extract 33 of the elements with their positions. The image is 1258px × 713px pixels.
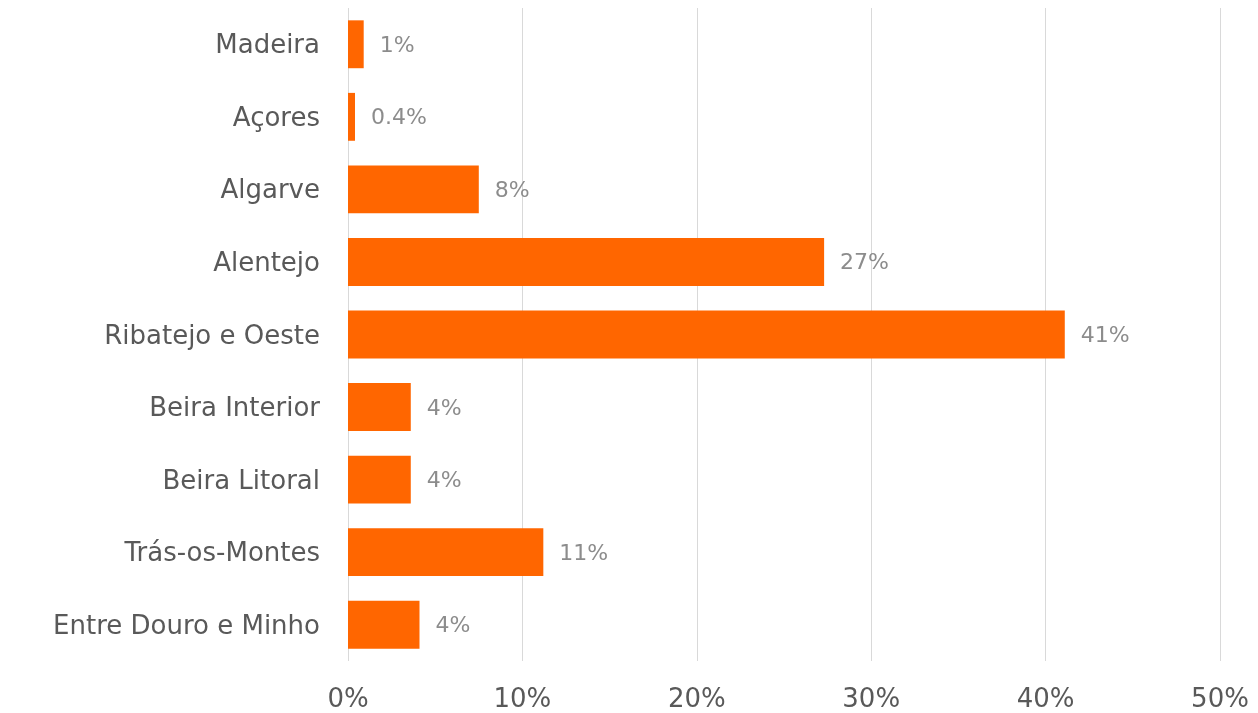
bar [348, 383, 411, 431]
y-tick-label: Trás-os-Montes [123, 537, 320, 568]
y-tick-label: Madeira [215, 29, 320, 60]
bar [348, 20, 364, 69]
y-tick-label: Ribatejo e Oeste [104, 319, 320, 350]
x-tick-label: 40% [1016, 683, 1075, 713]
bar [348, 600, 420, 649]
y-tick-label: Beira Litoral [162, 464, 320, 495]
x-tick-label: 30% [842, 683, 901, 713]
data-label: 1% [379, 31, 415, 57]
x-tick-label: 20% [667, 683, 726, 713]
data-label: 27% [840, 249, 890, 275]
data-label: 11% [559, 539, 609, 565]
y-tick-label: Açores [232, 101, 320, 132]
x-tick-label: 50% [1191, 683, 1249, 713]
bar [348, 92, 355, 141]
data-label: 8% [494, 176, 530, 202]
data-label: 4% [435, 612, 471, 638]
bar [348, 528, 544, 577]
data-label: 4% [426, 394, 462, 420]
bar [348, 455, 411, 504]
y-tick-label: Algarve [220, 174, 320, 205]
y-tick-label: Alentejo [213, 246, 320, 277]
bar [348, 310, 1065, 359]
y-tick-label: Beira Interior [149, 392, 321, 423]
y-tick-label: Entre Douro e Minho [53, 609, 320, 640]
bar [348, 238, 825, 286]
x-tick-label: 0% [327, 683, 369, 713]
data-label: 41% [1080, 322, 1130, 347]
data-label: 0.4% [370, 104, 427, 130]
x-tick-label: 10% [493, 683, 552, 713]
data-label: 4% [426, 467, 462, 493]
bar [348, 165, 479, 214]
